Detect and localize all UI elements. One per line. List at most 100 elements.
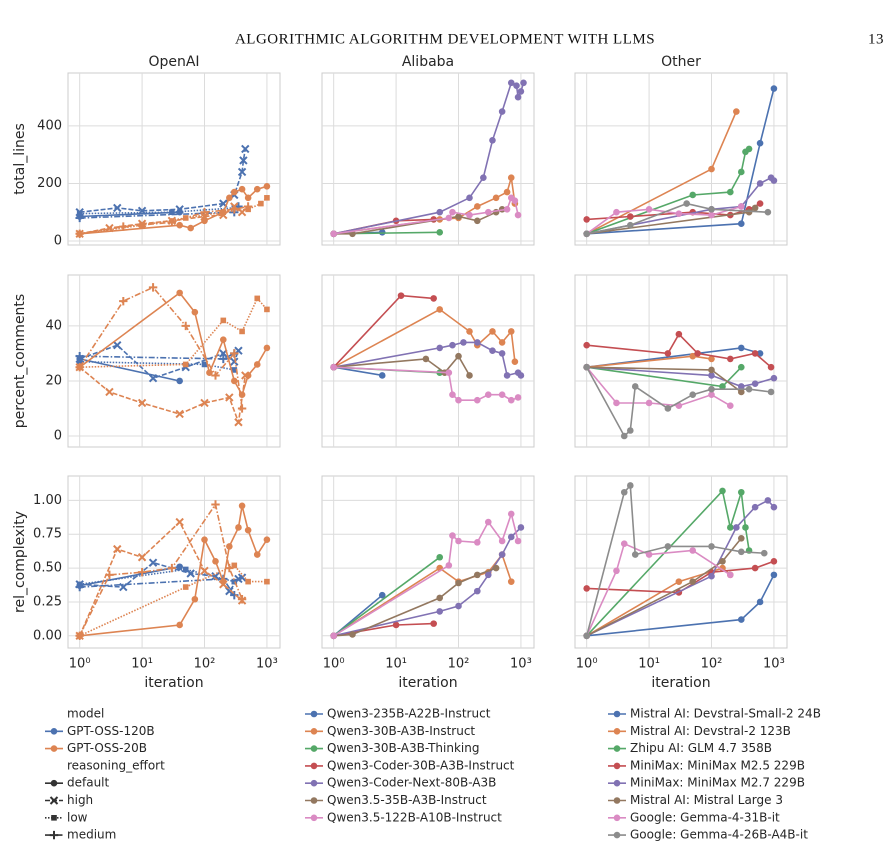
marker bbox=[473, 217, 481, 225]
column-title: Alibaba bbox=[402, 54, 454, 70]
marker bbox=[436, 306, 444, 313]
marker bbox=[473, 539, 481, 546]
marker bbox=[726, 524, 734, 531]
marker bbox=[212, 558, 219, 565]
marker bbox=[507, 174, 515, 181]
marker bbox=[378, 372, 386, 379]
marker bbox=[507, 578, 515, 585]
series-line bbox=[333, 366, 383, 377]
marker bbox=[201, 361, 208, 368]
x-tick-label: 10³ bbox=[510, 657, 532, 672]
marker bbox=[613, 728, 621, 735]
marker bbox=[613, 208, 620, 216]
x-tick-label: 10¹ bbox=[131, 657, 153, 672]
marker bbox=[175, 409, 184, 419]
marker bbox=[169, 209, 175, 216]
marker bbox=[241, 144, 250, 154]
legend-label: Qwen3.5-35B-A3B-Instruct bbox=[327, 793, 487, 807]
marker bbox=[436, 553, 444, 561]
marker bbox=[751, 380, 759, 388]
marker bbox=[455, 602, 462, 610]
marker bbox=[436, 594, 444, 602]
marker bbox=[583, 585, 590, 592]
marker bbox=[511, 197, 519, 205]
marker bbox=[489, 137, 496, 144]
marker bbox=[253, 551, 261, 558]
marker bbox=[498, 537, 506, 545]
marker bbox=[263, 536, 271, 543]
legend-label: Qwen3.5-122B-A10B-Instruct bbox=[327, 810, 502, 824]
marker bbox=[514, 93, 522, 101]
marker bbox=[330, 230, 337, 238]
marker bbox=[473, 396, 481, 404]
marker bbox=[455, 396, 462, 404]
plot-area bbox=[321, 72, 535, 246]
marker bbox=[613, 399, 620, 407]
marker bbox=[742, 524, 749, 531]
marker bbox=[473, 571, 481, 579]
marker bbox=[231, 562, 238, 569]
marker bbox=[507, 79, 515, 87]
marker bbox=[244, 194, 252, 202]
marker bbox=[517, 88, 525, 95]
marker bbox=[751, 564, 759, 572]
x-tick-label: 10³ bbox=[256, 657, 278, 672]
marker bbox=[627, 482, 634, 489]
series-line bbox=[79, 505, 268, 637]
y-tick-label: 0.00 bbox=[33, 628, 62, 643]
marker bbox=[708, 366, 715, 374]
marker bbox=[613, 831, 621, 839]
marker bbox=[264, 578, 270, 585]
marker bbox=[449, 208, 456, 216]
marker bbox=[200, 208, 209, 217]
marker bbox=[737, 616, 745, 623]
marker bbox=[733, 108, 740, 115]
legend-title: model bbox=[67, 707, 104, 721]
marker bbox=[473, 587, 481, 595]
marker bbox=[517, 524, 525, 531]
marker bbox=[445, 562, 453, 569]
marker bbox=[498, 108, 506, 115]
marker bbox=[708, 391, 715, 399]
marker bbox=[645, 551, 653, 558]
x-tick-label: 10³ bbox=[763, 657, 785, 672]
marker bbox=[200, 398, 209, 408]
marker bbox=[176, 221, 183, 229]
marker bbox=[767, 363, 775, 371]
marker bbox=[737, 344, 745, 352]
marker bbox=[378, 591, 386, 599]
marker bbox=[507, 533, 515, 541]
marker bbox=[219, 580, 228, 589]
y-tick-label: 40 bbox=[45, 318, 62, 333]
marker bbox=[219, 336, 227, 343]
marker bbox=[330, 632, 337, 640]
y-tick-label: 0.50 bbox=[33, 561, 62, 576]
series-line bbox=[79, 207, 235, 215]
marker bbox=[770, 177, 778, 184]
marker bbox=[484, 518, 492, 526]
marker bbox=[226, 543, 233, 550]
marker bbox=[310, 710, 318, 718]
marker bbox=[239, 328, 245, 335]
marker bbox=[513, 82, 520, 89]
marker bbox=[751, 503, 759, 511]
page-title: ALGORITHMIC ALGORITHM DEVELOPMENT WITH L… bbox=[235, 31, 655, 47]
x-axis-label: iteration bbox=[144, 675, 203, 691]
marker bbox=[613, 814, 621, 822]
legend-label: Mistral AI: Devstral-Small-2 24B bbox=[630, 707, 821, 721]
marker bbox=[397, 292, 405, 299]
marker bbox=[239, 156, 248, 165]
marker bbox=[583, 216, 590, 223]
marker bbox=[498, 350, 506, 357]
series-line bbox=[79, 205, 249, 235]
marker bbox=[226, 194, 233, 202]
x-tick-label: 10⁰ bbox=[323, 657, 345, 672]
marker bbox=[455, 213, 462, 220]
legend-label: Qwen3-30B-A3B-Thinking bbox=[327, 741, 479, 755]
marker bbox=[200, 212, 209, 221]
marker bbox=[263, 183, 271, 190]
marker bbox=[737, 534, 745, 542]
marker bbox=[392, 621, 400, 629]
marker bbox=[726, 402, 734, 410]
y-axis-label: total_lines bbox=[12, 123, 28, 195]
